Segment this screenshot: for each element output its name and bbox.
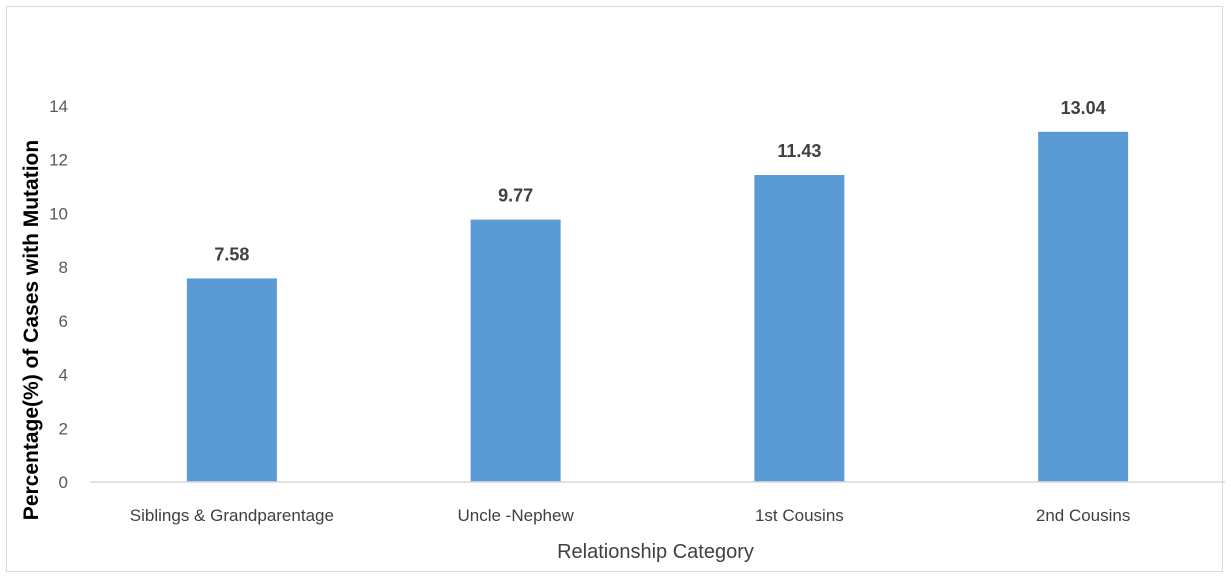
data-label-0: 7.58 — [214, 244, 249, 264]
x-axis-title: Relationship Category — [557, 541, 754, 563]
data-label-1: 9.77 — [498, 186, 533, 206]
data-labels-layer: 7.58 9.77 11.43 13.04 — [214, 98, 1105, 265]
data-label-2: 11.43 — [777, 141, 821, 161]
y-tick-label-4: 8 — [59, 258, 68, 277]
bar-0 — [186, 278, 277, 482]
bar-2 — [754, 175, 845, 482]
x-tick-label-2: 1st Cousins — [755, 506, 844, 525]
data-label-3: 13.04 — [1061, 98, 1106, 118]
bars-layer — [186, 131, 1129, 483]
y-axis-title: Percentage(%) of Cases with Mutation — [20, 140, 43, 520]
y-tick-label-5: 10 — [49, 204, 68, 223]
y-tick-label-1: 2 — [59, 419, 68, 438]
x-tick-label-3: 2nd Cousins — [1036, 506, 1131, 525]
x-axis-ticks: Siblings & Grandparentage Uncle -Nephew 1s… — [130, 506, 1131, 525]
bar-1 — [470, 219, 561, 483]
y-tick-label-6: 12 — [49, 151, 68, 170]
y-tick-label-0: 0 — [59, 473, 68, 492]
x-tick-label-0: Siblings & Grandparentage — [130, 506, 334, 525]
y-tick-label-7: 14 — [49, 97, 68, 116]
y-tick-label-2: 4 — [59, 366, 68, 385]
y-axis-ticks: 0 2 4 6 8 10 12 14 — [49, 97, 68, 492]
y-tick-label-3: 6 — [59, 312, 68, 331]
bar-3 — [1038, 131, 1129, 482]
x-tick-label-1: Uncle -Nephew — [458, 506, 575, 525]
